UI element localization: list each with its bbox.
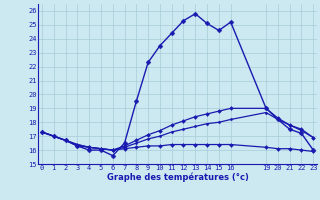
X-axis label: Graphe des températures (°c): Graphe des températures (°c)	[107, 173, 249, 182]
